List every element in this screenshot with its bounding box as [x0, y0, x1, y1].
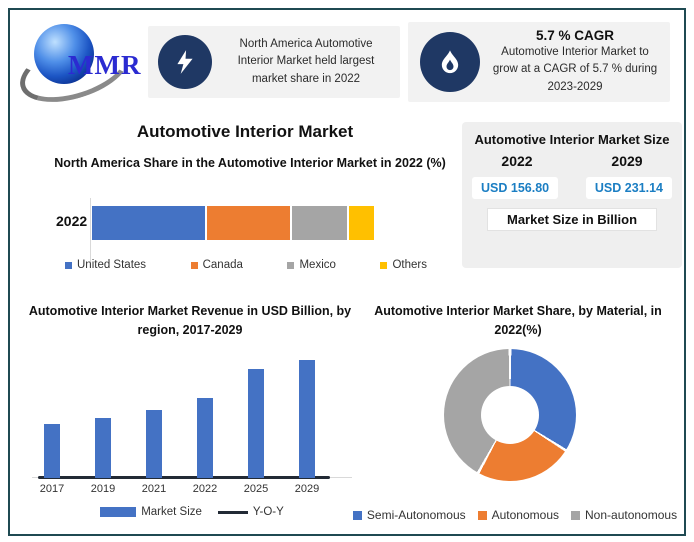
yoy-label: Y-O-Y: [252, 506, 284, 518]
material-semi-autonomous-label: Semi-Autonomous: [366, 508, 466, 522]
globe-icon: [34, 24, 94, 84]
flame-icon: [420, 32, 480, 92]
stacked-bar: [92, 206, 374, 240]
stacked-mexico-swatch: [287, 261, 295, 269]
lightning-icon: [158, 35, 212, 89]
donut-legend: Semi-Autonomous Autonomous Non-autonomous: [348, 508, 682, 522]
x-tick-2021: 2021: [141, 483, 167, 495]
market-size-panel: Automotive Interior Market Size 2022 202…: [462, 122, 682, 268]
legend-item-material-semi-autonomous: Semi-Autonomous: [352, 508, 466, 522]
yoy-line: [38, 476, 330, 479]
revenue-bar-2017: [44, 424, 60, 478]
market-size-swatch: [100, 507, 137, 517]
market-size-label: Market Size: [141, 506, 202, 518]
material-autonomous-swatch: [477, 510, 487, 520]
stacked-axis-line: [90, 198, 91, 262]
stacked-segment-canada: [207, 206, 290, 240]
legend-item-stacked-others: Others: [380, 259, 427, 271]
x-tick-2017: 2017: [39, 483, 65, 495]
revenue-legend: Market Size Y-O-Y: [32, 506, 352, 518]
stacked-canada-label: Canada: [202, 259, 243, 271]
page-title: Automotive Interior Market: [136, 122, 354, 141]
market-size-unit-label: Market Size in Billion: [487, 207, 657, 231]
revenue-bar-2019: [95, 418, 111, 478]
page-frame: MMR North America Automotive Interior Ma…: [8, 8, 686, 536]
material-semi-autonomous-swatch: [352, 510, 362, 520]
stacked-united-states-label: United States: [77, 259, 147, 271]
revenue-bar-2025: [248, 369, 264, 478]
material-non-autonomous-swatch: [571, 510, 581, 520]
stacked-chart-title: North America Share in the Automotive In…: [54, 156, 446, 170]
highlight-box: North America Automotive Interior Market…: [148, 26, 400, 98]
x-tick-2025: 2025: [243, 483, 269, 495]
revenue-bar-2021: [146, 410, 162, 478]
x-tick-2022: 2022: [192, 483, 218, 495]
legend-item-material-autonomous: Autonomous: [477, 508, 560, 522]
stacked-segment-united-states: [92, 206, 206, 240]
market-size-value-2029: USD 231.14: [585, 176, 672, 199]
legend-item-stacked-mexico: Mexico: [287, 259, 336, 271]
highlight-text: North America Automotive Interior Market…: [237, 38, 375, 85]
revenue-bar-plot: [32, 355, 352, 479]
yoy-swatch: [217, 510, 248, 514]
market-size-year-2029: 2029: [611, 152, 643, 169]
x-tick-2029: 2029: [294, 483, 320, 495]
stacked-mexico-label: Mexico: [299, 259, 336, 271]
legend-item-stacked-united-states: United States: [65, 259, 146, 271]
x-tick-2019: 2019: [90, 483, 116, 495]
stacked-canada-swatch: [190, 261, 198, 269]
stacked-axis-label: 2022: [56, 213, 88, 229]
legend-item-stacked-canada: Canada: [190, 259, 243, 271]
market-size-value-2022: USD 156.80: [472, 176, 559, 199]
market-size-title: Automotive Interior Market Size: [474, 132, 670, 147]
legend-item-market-size: Market Size: [100, 506, 202, 518]
revenue-x-axis-labels: 2017 2019 2021 2022 2025 2029: [32, 483, 352, 497]
cagr-box: 5.7 % CAGR Automotive Interior Market to…: [408, 22, 670, 102]
stacked-others-label: Others: [392, 259, 427, 271]
stacked-others-swatch: [380, 261, 388, 269]
cagr-text: Automotive Interior Market to grow at a …: [492, 46, 658, 93]
revenue-bar-2022: [197, 398, 213, 478]
stacked-united-states-swatch: [65, 261, 72, 269]
material-autonomous-label: Autonomous: [491, 508, 560, 522]
material-share-donut: [444, 349, 576, 481]
legend-item-material-non-autonomous: Non-autonomous: [571, 508, 677, 522]
logo-text: MMR: [68, 50, 142, 80]
revenue-chart-title: Automotive Interior Market Revenue in US…: [28, 304, 352, 338]
stacked-segment-others: [349, 206, 374, 240]
market-size-year-2022: 2022: [501, 152, 533, 169]
legend-item-yoy: Y-O-Y: [217, 506, 284, 518]
donut-hole: [481, 386, 539, 444]
material-non-autonomous-label: Non-autonomous: [585, 508, 678, 522]
cagr-title: 5.7 % CAGR: [535, 28, 615, 44]
donut-chart-title: Automotive Interior Market Share, by Mat…: [374, 304, 662, 338]
stacked-segment-mexico: [291, 206, 348, 240]
revenue-bar-2029: [299, 360, 315, 478]
mmr-logo: MMR: [12, 16, 156, 115]
stacked-legend: United States Canada Mexico Others: [65, 259, 427, 271]
